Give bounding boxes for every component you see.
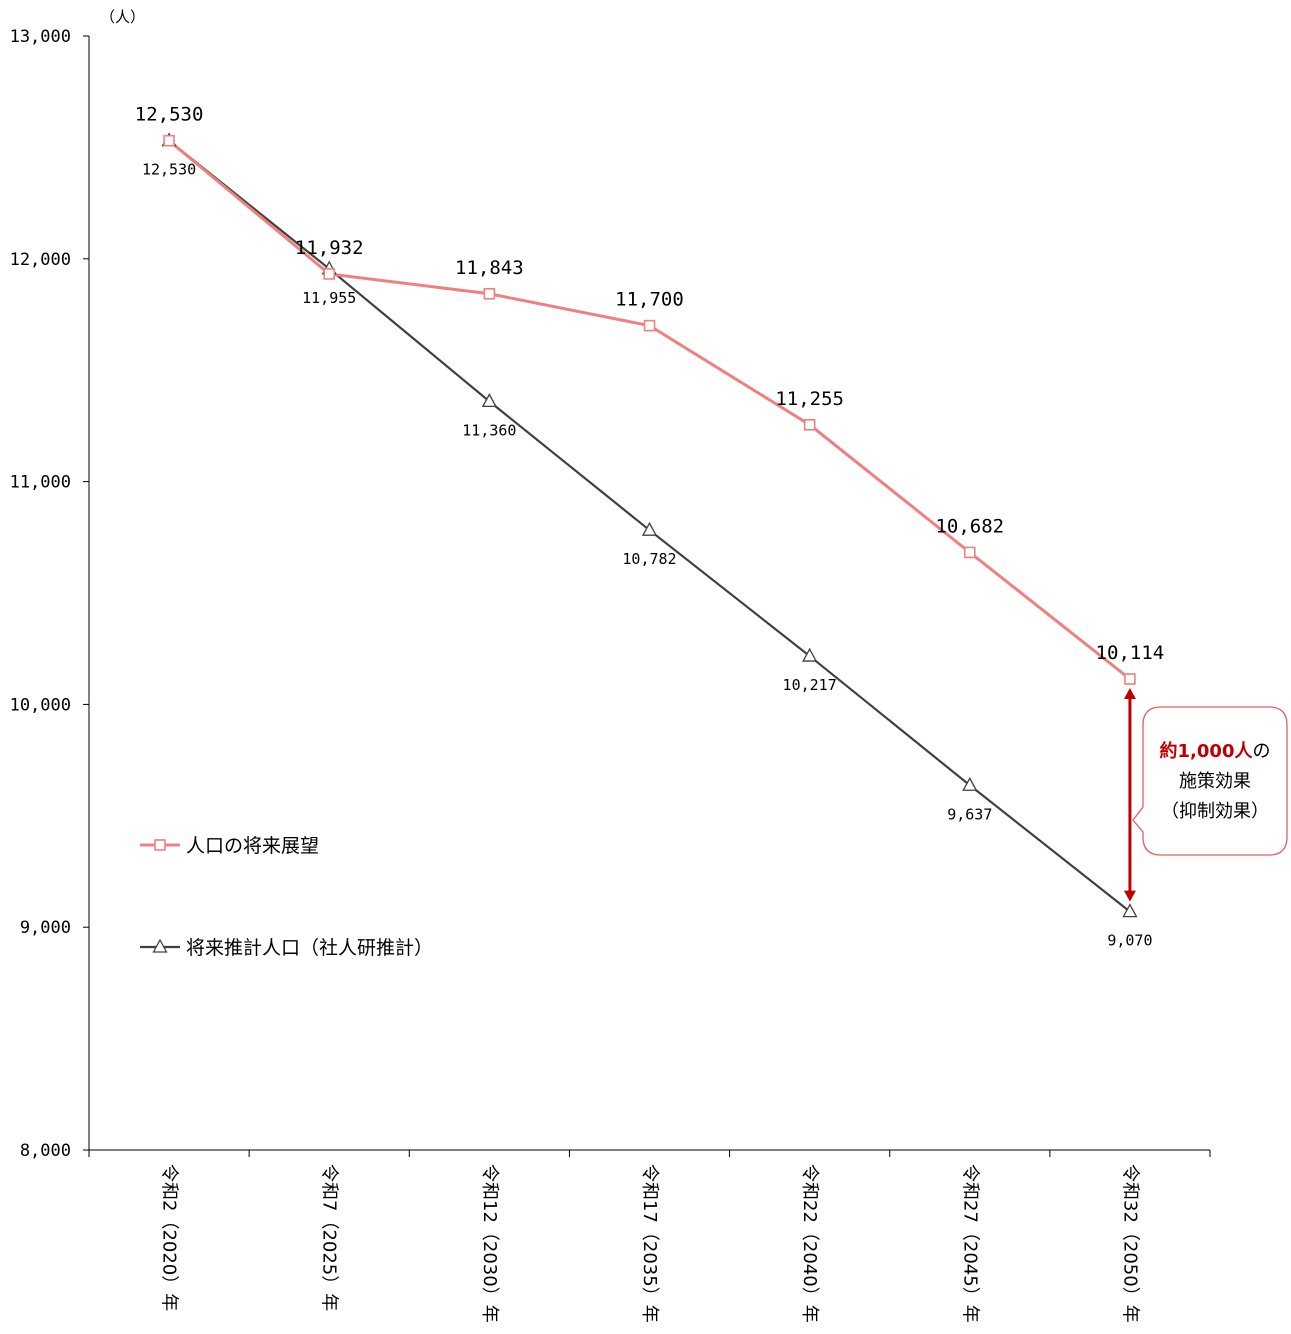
data-label-ipss-projection: 10,782 [622, 550, 676, 568]
y-tick-label: 11,000 [10, 473, 71, 493]
data-label-ipss-projection: 12,530 [142, 161, 196, 179]
square-marker [643, 319, 656, 332]
x-category-label: 令和7（2025）年 [319, 1164, 340, 1311]
y-axis-ticks: 8,000 9,000 10,000 11,000 12,000 13,000 [10, 27, 89, 1161]
square-marker [163, 134, 175, 147]
y-axis-unit: （人） [100, 8, 145, 26]
data-label-future-outlook: 10,682 [935, 515, 1004, 537]
legend-label: 人口の将来展望 [186, 835, 319, 857]
data-label-ipss-projection: 10,217 [783, 676, 837, 694]
x-axis-categories: 令和2（2020）年 令和7（2025）年 令和12（2030）年 令和17（2035… [88, 1150, 1211, 1323]
x-category-label: 令和12（2030）年 [479, 1164, 500, 1323]
triangle-marker [481, 393, 497, 408]
effect-callout-box [1132, 706, 1288, 856]
square-marker [963, 546, 976, 559]
data-label-ipss-projection: 11,360 [462, 421, 516, 439]
effect-callout-suffix: の [1252, 741, 1270, 762]
x-category-label: 令和17（2035）年 [639, 1164, 660, 1323]
axes: （人） [88, 8, 1210, 1151]
data-label-future-outlook: 11,255 [775, 388, 844, 410]
legend-label: 将来推計人口（社人研推計） [186, 937, 433, 959]
data-label-future-outlook: 10,114 [1096, 642, 1165, 664]
square-marker [323, 268, 336, 280]
y-tick-label: 13,000 [10, 27, 71, 47]
series-line-future-outlook [168, 139, 1131, 681]
square-marker [483, 287, 496, 300]
triangle-marker [641, 521, 658, 536]
triangle-marker [962, 776, 978, 791]
y-tick-label: 10,000 [10, 695, 71, 715]
square-marker [803, 418, 816, 431]
x-category-label: 令和32（2050）年 [1119, 1164, 1140, 1323]
triangle-marker [1122, 903, 1138, 918]
effect-callout-line2: 施策効果 [1179, 771, 1251, 792]
x-category-label: 令和27（2045）年 [959, 1164, 980, 1323]
effect-arrow-head-down [1123, 890, 1136, 902]
triangle-marker [802, 647, 818, 662]
data-label-future-outlook: 11,932 [295, 237, 364, 259]
y-tick-label: 8,000 [20, 1141, 71, 1161]
data-labels: 12,530 11,932 11,843 11,700 11,255 10,682 10,1… [135, 104, 1164, 950]
effect-arrow-head-up [1123, 688, 1136, 700]
data-label-future-outlook: 12,530 [135, 104, 204, 126]
legend-square-marker [154, 839, 166, 851]
y-tick-label: 9,000 [20, 918, 71, 938]
data-label-ipss-projection: 9,070 [1107, 932, 1152, 950]
effect-callout-highlight: 約1,000人 [1160, 740, 1254, 762]
data-label-future-outlook: 11,700 [615, 289, 684, 311]
x-category-label: 令和22（2040）年 [799, 1164, 820, 1323]
square-marker [1124, 673, 1136, 685]
data-label-future-outlook: 11,843 [455, 257, 524, 279]
data-label-ipss-projection: 9,637 [947, 805, 992, 823]
series-markers [161, 132, 1138, 918]
y-tick-label: 12,000 [10, 250, 71, 270]
x-category-label: 令和2（2020）年 [159, 1164, 180, 1311]
effect-callout-line1: 約1,000人の [1160, 740, 1271, 762]
data-label-ipss-projection: 11,955 [302, 289, 356, 307]
legend-triangle-marker [152, 938, 168, 953]
effect-callout-line3: （抑制効果） [1161, 801, 1269, 822]
